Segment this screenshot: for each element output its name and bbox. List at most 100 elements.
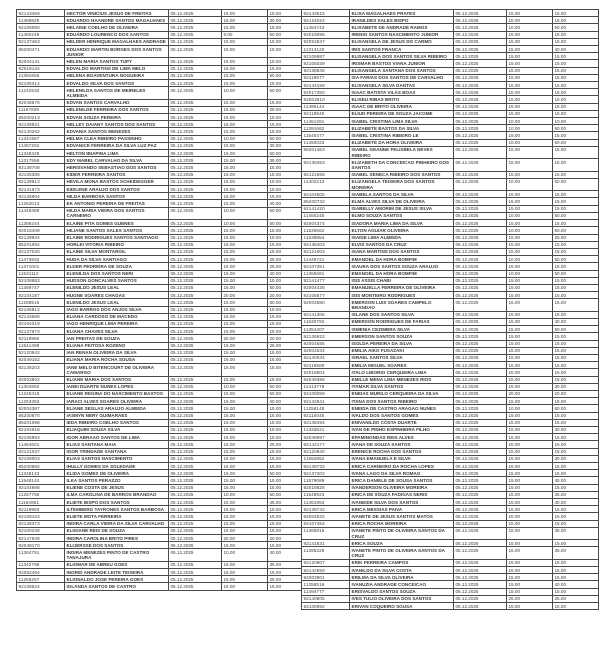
date-cell: 05.12.2025 — [168, 355, 222, 365]
table-row: 11449721 EMANOEL DA HORA BOMFIM 05.12.2025… — [301, 255, 599, 264]
date-cell: 05.12.2025 — [453, 361, 507, 370]
value-2-cell: 15.00 — [552, 368, 599, 377]
member-name-cell: HELENILDE FERREIRA DOS SANTOS — [64, 105, 169, 115]
value-2-cell: 15.00 — [552, 158, 599, 172]
member-name-cell: HELAINE COELHO DE OLIVEIRA — [64, 23, 169, 32]
member-name-cell: ISABEL SENECA RIBEIRO DOS SANTOS — [349, 170, 454, 179]
table-row: 92049152 ELIANA MARIA ROCHA SOUSA 05.12.20… — [16, 355, 314, 365]
table-row: 11317556 EDY MABEL CARVALHO DA SILVA 05.12… — [16, 156, 314, 165]
table-row: 11369825 EDUARDO HAANDRE SANTOS MAGALHAES… — [16, 16, 314, 25]
member-name-cell: ISLANE DOS SANTOS SILVA — [349, 310, 454, 319]
value-2-cell: 15.00 — [552, 109, 599, 119]
member-name-cell: EDVALDO MARTINS DE LIMA MELO — [64, 64, 169, 73]
value-2-cell: 15.00 — [552, 587, 599, 596]
date-cell: 05.12.2025 — [453, 310, 507, 319]
table-row: 92121656 ISABEL SENECA RIBEIRO DOS SANTOS… — [301, 170, 599, 179]
registration-id-cell: 92142841 — [301, 397, 350, 406]
date-cell: 05.12.2025 — [453, 30, 507, 39]
value-1-cell: 15.00 — [506, 45, 553, 54]
registration-id-cell: 92120940 — [301, 447, 350, 456]
value-1-cell: 10.00 — [506, 138, 553, 147]
date-cell: 05.12.2025 — [453, 117, 507, 126]
value-2-cell: 15.00 — [552, 411, 599, 420]
date-cell: 05.12.2025 — [453, 66, 507, 75]
date-cell: 05.12.2025 — [168, 389, 222, 399]
date-cell: 05.12.2025 — [168, 454, 222, 464]
registration-id-cell: 11494777 — [301, 587, 350, 596]
date-cell: 05.12.2025 — [453, 102, 507, 111]
value-2-cell: 15.00 — [552, 37, 599, 47]
table-row: 11473932 HUDA DA SILVA SANTIAGO 05.12.2025… — [16, 255, 314, 264]
member-name-cell: ELIANA MARIA ROCHA SOUSA — [64, 355, 169, 365]
table-row: 92140805 IVES TULIO OLIVEIRA DOS SANTOS 05… — [301, 594, 599, 604]
date-cell: 05.12.2025 — [453, 573, 507, 582]
value-2-cell: 40.00 — [552, 498, 599, 507]
date-cell: 05.12.2025 — [168, 397, 222, 406]
value-1-cell: 15.00 — [506, 505, 553, 514]
value-1-cell: 15.00 — [506, 325, 553, 334]
date-cell: 05.12.2025 — [453, 233, 507, 242]
member-name-cell: IAN RENAN OLIVEIRA DA SILVA — [64, 348, 169, 357]
registration-id-cell: 11369747 — [16, 283, 65, 293]
member-name-cell: IVANETE DE JESUS SANTOS MATOS — [349, 512, 454, 521]
member-name-cell: ISMENIA CEZIMBRA SILVA — [349, 325, 454, 334]
registration-id-cell: 92136904 — [16, 192, 65, 201]
date-cell: 05.12.2025 — [453, 580, 507, 589]
date-cell: 05.12.2025 — [168, 127, 222, 136]
value-2-cell: 15.00 — [552, 573, 599, 582]
date-cell: 05.12.2025 — [168, 44, 222, 59]
date-cell: 05.12.2025 — [168, 240, 222, 249]
value-2-cell: 45.00 — [552, 476, 599, 485]
value-2-cell: 15.00 — [552, 88, 599, 97]
value-1-cell: 15.00 — [506, 240, 553, 249]
date-cell: 05.12.2025 — [168, 192, 222, 201]
member-name-cell: ELISABETE DE ANDRADE RAMOS — [349, 23, 454, 32]
date-cell: 05.12.2025 — [453, 332, 507, 341]
value-2-cell: 15.00 — [552, 469, 599, 478]
date-cell: 05.12.2025 — [168, 319, 222, 329]
value-2-cell: 15.00 — [552, 59, 599, 68]
table-row: 11579089 ERICA DANIELE DE SOUSA SANTOS 05.… — [301, 476, 599, 485]
value-1-cell: 15.00 — [506, 95, 553, 104]
value-2-cell: 15.00 — [552, 30, 599, 39]
registration-id-cell: 92003802 — [16, 375, 65, 384]
value-1-cell: 15.00 — [221, 433, 268, 442]
value-1-cell: 15.00 — [221, 276, 268, 285]
value-1-cell: 15.00 — [506, 73, 553, 83]
value-1-cell: 15.00 — [506, 52, 553, 61]
registration-id-cell: 11540477 — [301, 131, 350, 140]
table-row: 92104698 ELIENE COSTA DE JESUS 05.12.2025 1… — [16, 483, 314, 492]
value-1-cell: 15.00 — [506, 490, 553, 500]
member-name-cell: ELIANA CARDOSO DE MACEDO — [64, 312, 169, 321]
value-1-cell: 15.00 — [506, 454, 553, 464]
date-cell: 05.12.2025 — [168, 519, 222, 528]
registration-id-cell: 11450023 — [301, 138, 350, 147]
table-row: 92148494 ENIVANILDO COSTA DUARTE 05.12.202… — [301, 418, 599, 427]
value-2-cell: 35.00 — [552, 546, 599, 560]
value-1-cell: 15.00 — [506, 190, 553, 199]
value-1-cell: 15.00 — [221, 348, 268, 357]
value-2-cell: 15.00 — [552, 440, 599, 449]
registration-id-cell: 92017380 — [301, 88, 350, 97]
member-name-cell: IVANETE PINTO DE OLIVEIRA SANTOS DA CRUZ — [349, 526, 454, 541]
value-1-cell: 15.00 — [506, 526, 553, 541]
date-cell: 05.12.2025 — [168, 568, 222, 577]
table-row: 92018095 IRENIO SANTOS NASCIMENTO JUNIOR 0… — [301, 30, 599, 39]
registration-id-cell: 85201463 — [301, 145, 350, 160]
registration-id-cell: 11413779 — [301, 382, 350, 391]
value-2-cell: 50.00 — [552, 177, 599, 192]
member-name-cell: ELIETE MOTA FERREIRA — [64, 512, 169, 521]
table-row: 92120942 IAN RENAN OLIVEIRA DA SILVA 05.12… — [16, 348, 314, 357]
value-2-cell: 15.00 — [552, 418, 599, 427]
date-cell: 05.12.2025 — [168, 206, 222, 221]
table-row: 85201098 IEDA RIBEIRO COELHO SANTOS 05.12.… — [16, 418, 314, 427]
value-1-cell: 15.00 — [506, 81, 553, 90]
member-name-cell: IRIS SANTOS FRANCA — [349, 45, 454, 54]
member-name-cell: IGOR TRINDADE SANTANA — [64, 447, 169, 456]
date-cell: 05.12.2025 — [453, 247, 507, 257]
date-cell: 05.12.2025 — [453, 8, 507, 18]
table-row: 92105386 EIDER FERREIRA SANTOS 05.12.2025 1… — [16, 170, 314, 179]
table-row: 92108163 ELIETE MOTA FERREIRA 05.12.2025 15… — [16, 512, 314, 521]
member-name-cell: ELIONALDO JOSE PEREIRA GOES — [64, 575, 169, 584]
